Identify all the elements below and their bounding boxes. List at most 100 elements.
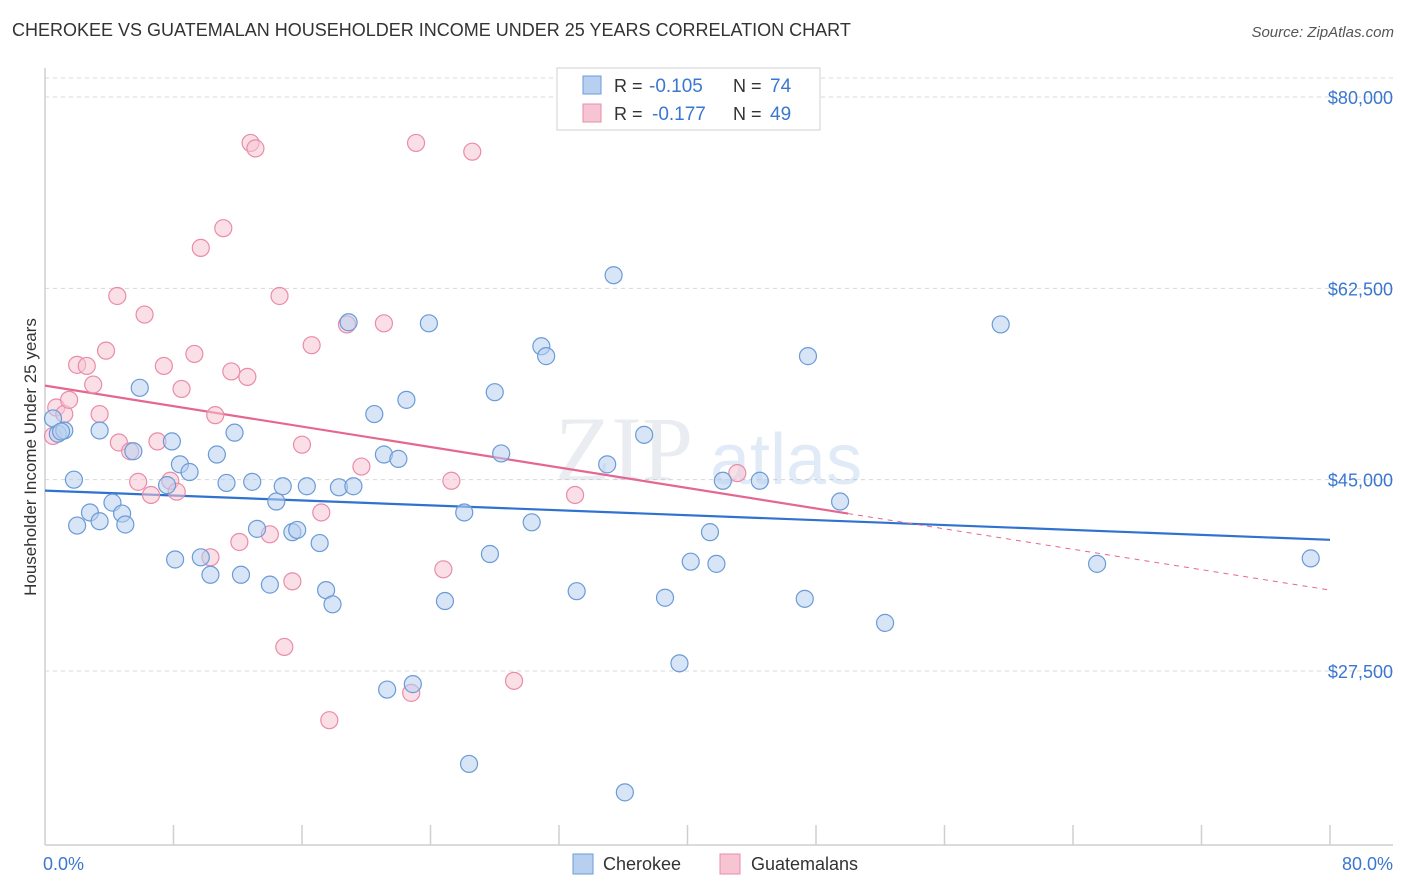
legend-r-label-2: R = xyxy=(614,104,643,124)
cherokee-point xyxy=(64,470,84,489)
cherokee-point xyxy=(1087,554,1107,573)
cherokee-point xyxy=(90,421,109,440)
legend-r-value-2: -0.177 xyxy=(652,104,706,125)
cherokee-point xyxy=(707,554,726,573)
series-legend: Cherokee Guatemalans xyxy=(572,853,858,875)
cherokee-point xyxy=(310,533,329,553)
legend-n-value-1: 74 xyxy=(770,76,792,97)
guatemalan-point xyxy=(292,435,312,454)
cherokee-point xyxy=(247,519,267,538)
cherokee-point xyxy=(217,473,236,493)
cherokee-point xyxy=(180,462,199,482)
legend-cherokee-swatch xyxy=(572,853,594,875)
cherokee-point xyxy=(522,513,541,532)
y-tick-label: $62,500 xyxy=(1328,279,1393,299)
guatemalan-trend-line xyxy=(44,384,849,515)
cherokee-point xyxy=(795,589,814,608)
y-tick-labels: $80,000 $62,500 $45,000 $27,500 xyxy=(1328,88,1393,682)
cherokee-point xyxy=(700,523,720,542)
y-tick-label: $80,000 xyxy=(1328,88,1393,108)
guatemalan-point xyxy=(90,404,109,424)
legend-n-label-1: N = xyxy=(733,76,762,96)
axes xyxy=(44,68,1393,846)
cherokee-point xyxy=(260,575,279,594)
guatemalan-point xyxy=(108,286,127,306)
cherokee-point xyxy=(297,477,316,496)
cherokee-point xyxy=(207,445,226,464)
cherokee-point xyxy=(201,565,220,584)
guatemalan-point xyxy=(463,142,482,161)
guatemalan-point xyxy=(374,314,394,333)
cherokee-point xyxy=(403,675,422,694)
cherokee-point xyxy=(875,613,895,632)
cherokee-point xyxy=(435,591,455,611)
guatemalan-point xyxy=(77,356,96,376)
legend-swatch-pink xyxy=(582,103,602,123)
guatemalan-point xyxy=(96,341,116,360)
cherokee-point xyxy=(598,455,617,474)
cherokee-point xyxy=(655,588,675,607)
guatemalan-point xyxy=(222,362,241,381)
cherokee-point xyxy=(455,503,474,522)
legend-cherokee-label: Cherokee xyxy=(603,854,681,874)
stats-legend: R = -0.105 N = 74 R = -0.177 N = 49 xyxy=(556,67,821,131)
legend-n-value-2: 49 xyxy=(770,104,791,125)
y-tick-label: $27,500 xyxy=(1328,662,1393,682)
cherokee-point xyxy=(480,544,500,564)
cherokee-point xyxy=(68,516,87,535)
cherokee-point xyxy=(267,492,286,511)
cherokee-point xyxy=(389,449,408,468)
x-tick-labels: 0.0% 80.0% xyxy=(43,854,1393,874)
guatemalan-point xyxy=(302,336,321,355)
guatemalan-point xyxy=(129,472,148,491)
cherokee-point xyxy=(713,471,732,490)
guatemalan-point xyxy=(434,560,453,579)
guatemalan-point xyxy=(246,139,265,158)
chart-source: Source: ZipAtlas.com xyxy=(1251,24,1394,41)
cherokee-point xyxy=(339,313,358,332)
guatemalan-point xyxy=(565,485,585,505)
cherokee-point xyxy=(604,266,623,285)
cherokee-point xyxy=(635,425,654,444)
cherokee-point xyxy=(273,477,292,496)
watermark-zip: ZIP xyxy=(555,398,693,500)
guatemalan-point xyxy=(275,637,294,657)
legend-guatemalans-swatch xyxy=(719,853,741,875)
guatemalan-point xyxy=(230,532,249,552)
cherokee-point xyxy=(681,552,700,571)
guatemalan-point xyxy=(442,471,461,490)
cherokee-point xyxy=(365,404,384,424)
guatemalan-point xyxy=(312,503,331,522)
cherokee-point xyxy=(231,565,251,584)
guatemalan-point xyxy=(352,457,371,476)
y-tick-label: $45,000 xyxy=(1328,471,1393,491)
guatemalan-point xyxy=(59,390,79,409)
cherokee-point xyxy=(191,548,210,567)
cherokee-point xyxy=(750,471,769,490)
guatemalan-point xyxy=(206,406,225,425)
cherokee-point xyxy=(166,550,185,569)
x-tick-label-max: 80.0% xyxy=(1342,854,1393,874)
guatemalan-point xyxy=(406,133,426,153)
cherokee-point xyxy=(397,390,416,409)
watermark-atlas: atlas xyxy=(710,420,862,500)
guatemalan-point xyxy=(141,485,161,505)
cherokee-point xyxy=(798,347,818,366)
trend-lines xyxy=(44,384,1331,591)
guatemalan-point xyxy=(504,671,524,690)
cherokee-point xyxy=(459,754,479,774)
data-points xyxy=(43,133,1320,802)
cherokee-point xyxy=(90,512,109,531)
cherokee-point xyxy=(124,442,143,461)
x-tick-label-min: 0.0% xyxy=(43,854,84,874)
cherokee-point xyxy=(130,378,149,397)
guatemalan-trend-extension xyxy=(848,513,1331,591)
cherokee-point xyxy=(323,595,342,614)
cherokee-point xyxy=(485,383,504,402)
cherokee-point xyxy=(537,347,556,366)
cherokee-point xyxy=(991,315,1010,334)
cherokee-point xyxy=(830,492,850,511)
guatemalan-point xyxy=(154,356,173,376)
guatemalan-point xyxy=(283,572,302,591)
